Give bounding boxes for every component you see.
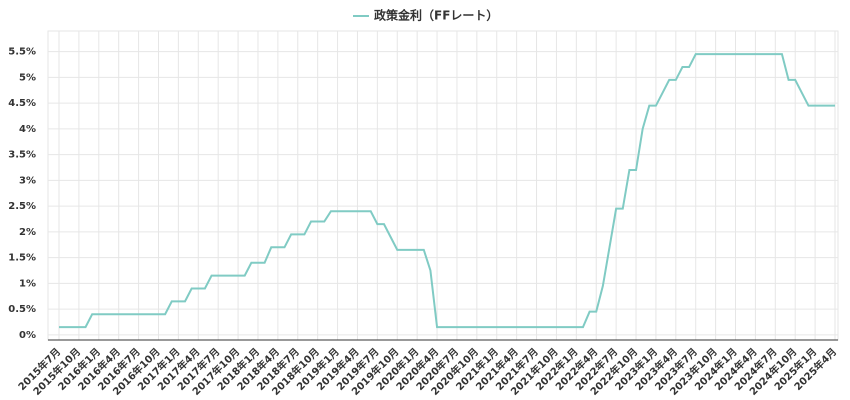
y-tick-label: 1% <box>19 278 36 289</box>
legend-item: 政策金利（FFレート） <box>353 8 498 23</box>
y-tick-label: 4% <box>19 124 36 135</box>
y-tick-label: 0.5% <box>8 304 36 315</box>
y-tick-label: 4.5% <box>8 98 36 109</box>
y-tick-label: 5% <box>19 72 36 83</box>
y-tick-label: 2.5% <box>8 201 36 212</box>
y-tick-label: 5.5% <box>8 47 36 58</box>
y-tick-label: 1.5% <box>8 253 36 264</box>
data-line <box>59 53 835 329</box>
y-tick-label: 2% <box>19 227 36 238</box>
y-tick-label: 0% <box>19 330 36 341</box>
y-tick-label: 3% <box>19 175 36 186</box>
y-tick-label: 3.5% <box>8 150 36 161</box>
plot-area <box>47 30 839 341</box>
legend-label: 政策金利（FFレート） <box>374 8 498 23</box>
